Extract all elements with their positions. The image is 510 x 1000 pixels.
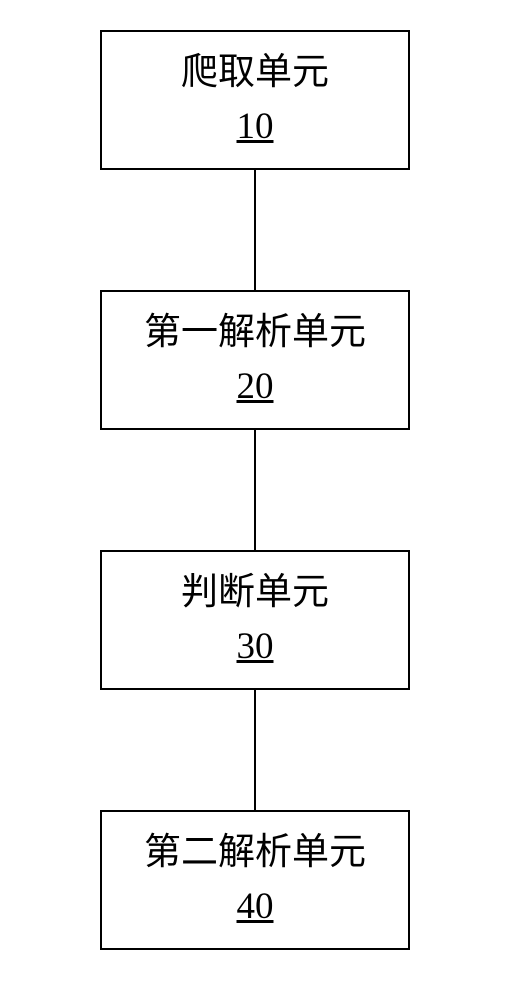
node-number: 10 [237, 103, 274, 151]
node-second-parse-unit: 第二解析单元 40 [100, 810, 410, 950]
node-crawl-unit: 爬取单元 10 [100, 30, 410, 170]
node-number: 20 [237, 363, 274, 411]
connector-3-4 [254, 690, 256, 810]
node-title: 第一解析单元 [144, 309, 366, 357]
node-title: 判断单元 [181, 569, 329, 617]
node-number: 40 [237, 883, 274, 931]
connector-2-3 [254, 430, 256, 550]
node-title: 爬取单元 [181, 49, 329, 97]
node-judge-unit: 判断单元 30 [100, 550, 410, 690]
node-first-parse-unit: 第一解析单元 20 [100, 290, 410, 430]
flowchart-diagram: 爬取单元 10 第一解析单元 20 判断单元 30 第二解析单元 40 [0, 0, 510, 1000]
node-number: 30 [237, 623, 274, 671]
node-title: 第二解析单元 [144, 829, 366, 877]
connector-1-2 [254, 170, 256, 290]
